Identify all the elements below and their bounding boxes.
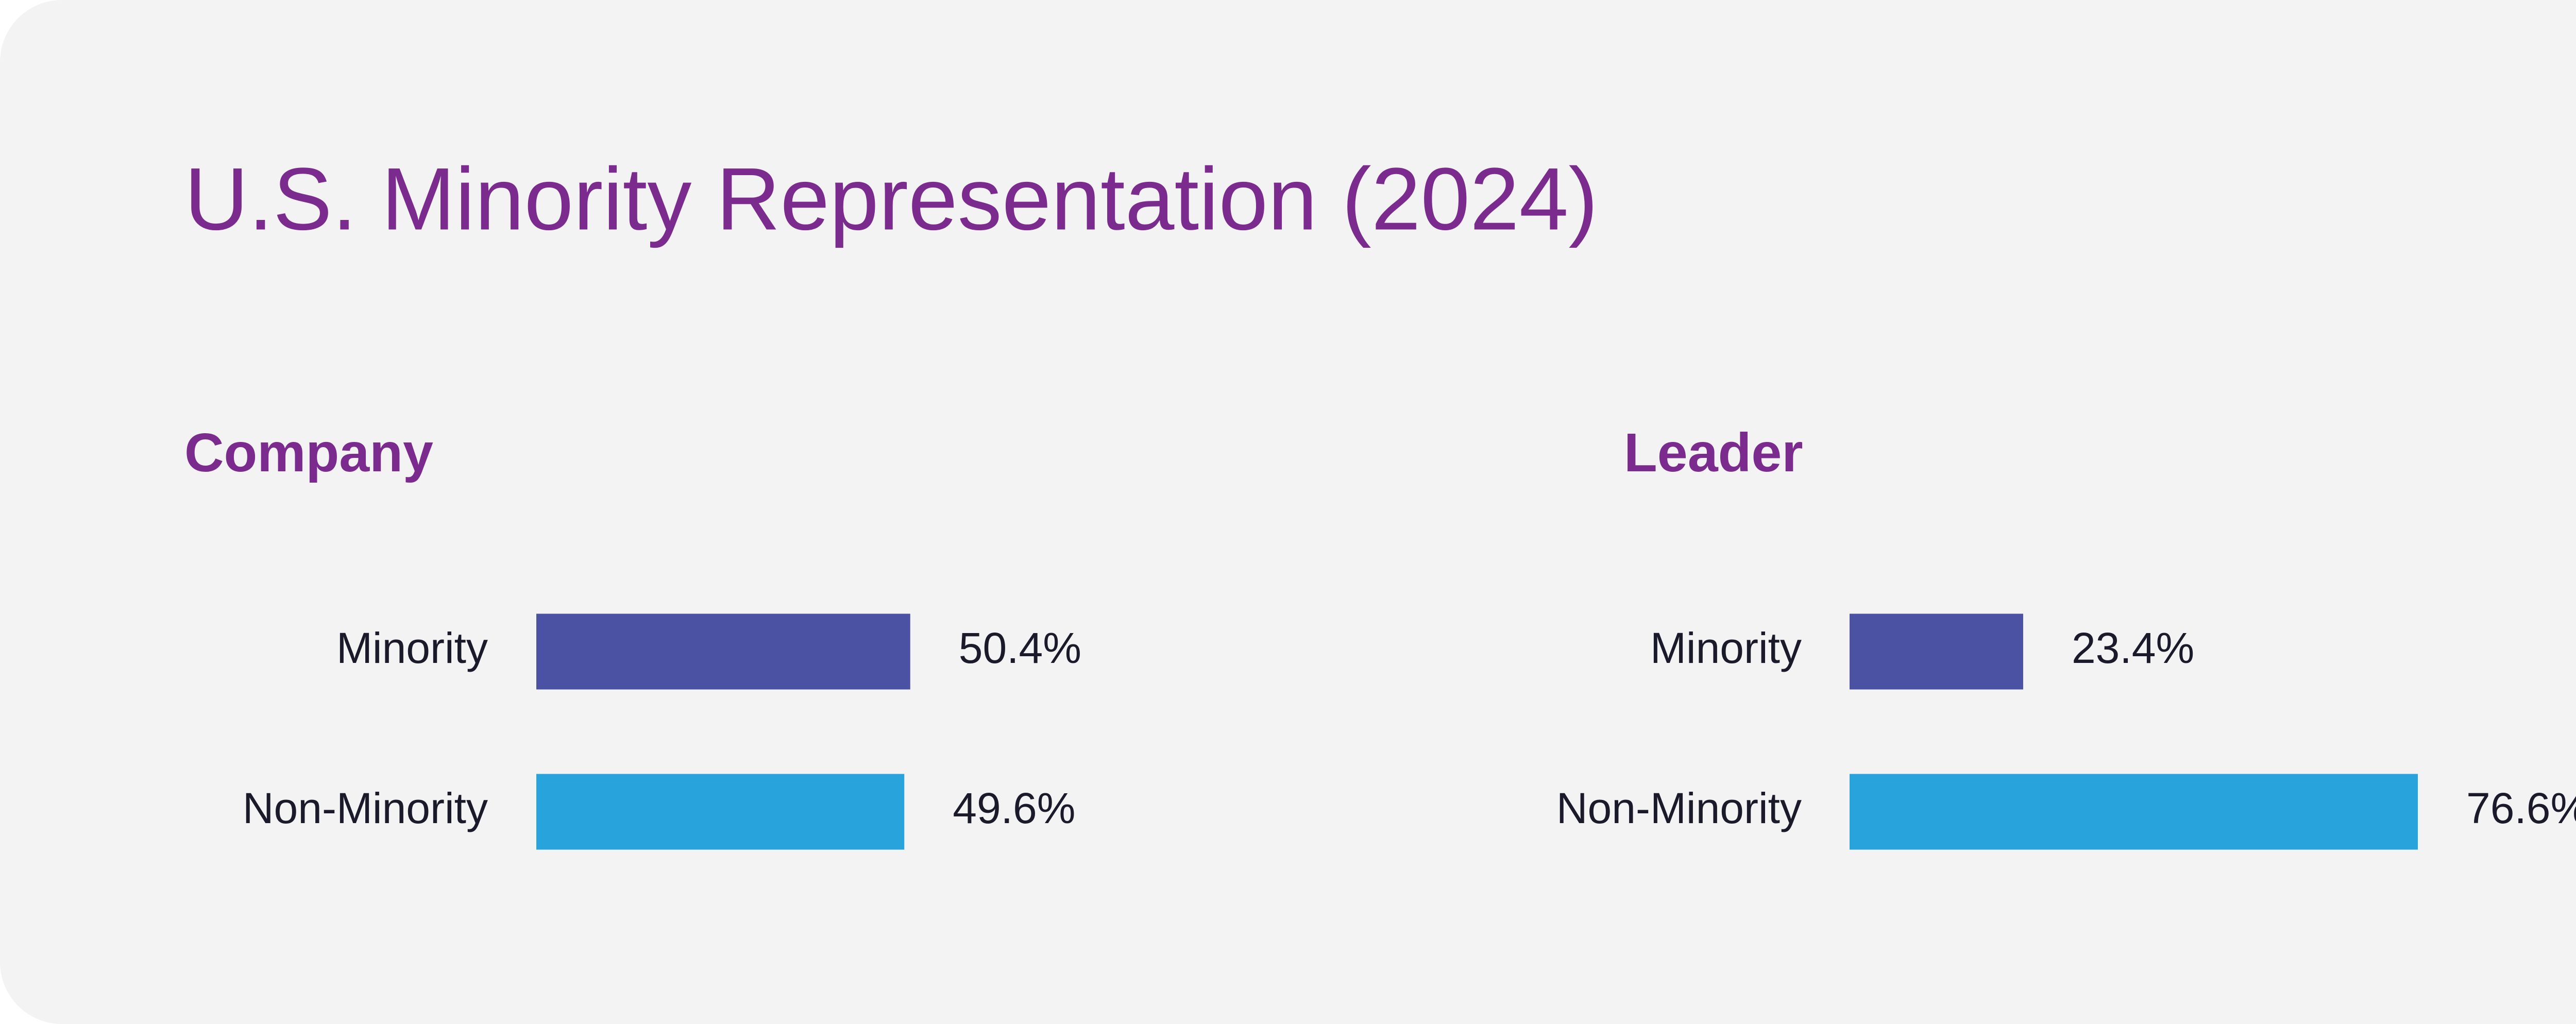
category-label: Minority bbox=[1650, 624, 1802, 672]
value-label: 23.4% bbox=[2072, 624, 2194, 672]
value-label: 76.6% bbox=[2466, 784, 2576, 832]
chart-title: Company bbox=[184, 422, 433, 483]
category-label: Minority bbox=[336, 624, 488, 672]
category-label: Non-Minority bbox=[1556, 784, 1802, 832]
bar bbox=[1850, 613, 2023, 690]
bar bbox=[536, 774, 905, 850]
value-label: 50.4% bbox=[959, 624, 1081, 672]
bar bbox=[536, 613, 910, 690]
category-label: Non-Minority bbox=[243, 784, 488, 832]
page-title: U.S. Minority Representation (2024) bbox=[184, 149, 1598, 248]
chart-title: Leader bbox=[1624, 422, 1803, 483]
value-label: 49.6% bbox=[953, 784, 1075, 832]
bar bbox=[1850, 774, 2418, 850]
